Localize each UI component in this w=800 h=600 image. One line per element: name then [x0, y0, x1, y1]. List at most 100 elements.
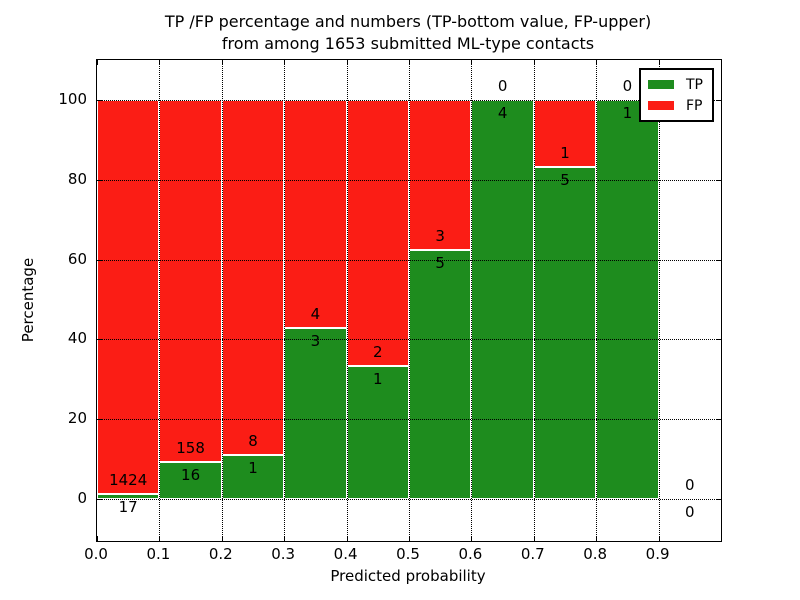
chart-title: TP /FP percentage and numbers (TP-bottom…	[96, 11, 720, 55]
y-tick-left	[97, 419, 102, 421]
x-tick-top	[97, 60, 98, 65]
fp-color-swatch	[648, 101, 674, 110]
x-tick-top	[533, 60, 535, 65]
y-tick-label: 40	[67, 329, 87, 348]
legend-item-fp: FP	[648, 95, 703, 116]
x-axis-label: Predicted probability	[330, 567, 486, 585]
gridline-vertical	[221, 60, 223, 541]
legend-label-tp: TP	[686, 76, 703, 93]
tp-count-label: 5	[435, 253, 445, 272]
y-tick-right	[716, 100, 721, 101]
tp-count-label: 3	[310, 332, 321, 350]
tp-count-label: 0	[685, 503, 695, 521]
gridline-vertical	[533, 60, 535, 541]
fp-bar-segment	[221, 100, 285, 455]
x-tick-label: 0.2	[208, 545, 233, 563]
x-tick-top	[471, 60, 473, 65]
y-tick-right	[716, 179, 721, 181]
tp-bar-segment	[346, 366, 409, 499]
legend: TP FP	[639, 68, 714, 122]
fp-count-label: 4	[310, 305, 321, 323]
fp-count-label: 1	[560, 143, 570, 162]
tp-count-label: 1	[248, 458, 258, 477]
x-tick-bottom	[533, 536, 535, 541]
legend-item-tp: TP	[648, 74, 703, 95]
y-tick-right	[716, 499, 721, 500]
y-tick-left	[97, 100, 102, 101]
tp-count-label: 17	[118, 498, 138, 517]
x-tick-label: 0.7	[520, 545, 545, 563]
y-tick-left	[97, 339, 102, 341]
chart-title-line2: from among 1653 submitted ML-type contac…	[221, 34, 595, 53]
x-tick-label: 0.8	[583, 545, 608, 563]
gridline-vertical	[471, 60, 473, 541]
y-axis-label: Percentage	[19, 257, 37, 343]
y-tick-right	[716, 339, 721, 341]
fp-count-label: 158	[176, 439, 205, 458]
tp-bar-segment	[284, 328, 347, 499]
x-tick-bottom	[221, 536, 223, 541]
fp-count-label: 8	[248, 431, 258, 450]
tp-count-label: 16	[181, 466, 201, 485]
x-tick-label: 0.4	[333, 545, 358, 563]
x-tick-top	[409, 60, 410, 65]
fp-count-label: 0	[685, 476, 695, 494]
x-tick-label: 0.0	[84, 545, 108, 563]
x-tick-top	[159, 60, 161, 65]
fp-bar-segment	[284, 100, 347, 328]
y-tick-right	[716, 259, 721, 261]
fp-bar-segment	[159, 100, 222, 463]
tp-bar-segment	[596, 100, 659, 499]
tp-count-label: 1	[622, 104, 633, 122]
fp-count-label: 0	[497, 77, 508, 95]
x-tick-top	[284, 60, 286, 65]
y-tick-label: 0	[77, 489, 87, 507]
fp-count-label: 1424	[109, 471, 148, 490]
fp-bar-segment	[346, 100, 409, 366]
y-tick-left	[97, 259, 102, 261]
x-tick-top	[346, 60, 348, 65]
gridline-vertical	[284, 60, 286, 541]
tp-bar-segment	[97, 494, 160, 499]
y-tick-label: 80	[67, 169, 87, 188]
tp-count-label: 4	[497, 104, 508, 122]
y-tick-label: 60	[67, 249, 87, 268]
fp-count-label: 3	[435, 226, 445, 245]
tp-bar-segment	[533, 166, 597, 499]
tp-bar-segment	[471, 100, 534, 499]
legend-label-fp: FP	[686, 97, 703, 114]
chart-title-line1: TP /FP percentage and numbers (TP-bottom…	[164, 12, 652, 31]
gridline-vertical	[159, 60, 161, 541]
x-tick-top	[658, 60, 660, 65]
x-tick-bottom	[471, 536, 473, 541]
x-tick-label: 0.9	[645, 545, 670, 563]
x-tick-label: 0.6	[458, 545, 483, 563]
fp-count-label: 0	[622, 77, 633, 95]
tp-bar-segment	[409, 249, 472, 499]
tp-bar-segment	[159, 462, 222, 499]
y-tick-label: 20	[67, 409, 87, 428]
gridline-vertical	[346, 60, 348, 541]
x-tick-bottom	[97, 536, 98, 541]
x-tick-label: 0.1	[146, 545, 171, 563]
plot-area: TP FP 1424 17 158 16 8 1 4 3 2 1 3 5 0 4 1 5 0 1 0 0	[96, 59, 722, 542]
x-tick-top	[596, 60, 598, 65]
x-tick-bottom	[346, 536, 348, 541]
y-tick-left	[97, 179, 102, 181]
x-tick-bottom	[658, 536, 660, 541]
y-tick-right	[716, 419, 721, 421]
x-tick-label: 0.5	[396, 545, 420, 563]
tp-count-label: 5	[560, 170, 570, 189]
x-tick-top	[221, 60, 223, 65]
y-tick-left	[97, 499, 102, 500]
gridline-vertical	[596, 60, 598, 541]
fp-bar-segment	[97, 100, 160, 495]
fp-count-label: 2	[373, 343, 383, 361]
gridline-vertical	[658, 60, 660, 541]
gridline-vertical	[409, 60, 410, 541]
tp-color-swatch	[648, 80, 674, 89]
x-tick-bottom	[409, 536, 410, 541]
x-tick-bottom	[159, 536, 161, 541]
y-tick-label: 100	[58, 90, 87, 108]
